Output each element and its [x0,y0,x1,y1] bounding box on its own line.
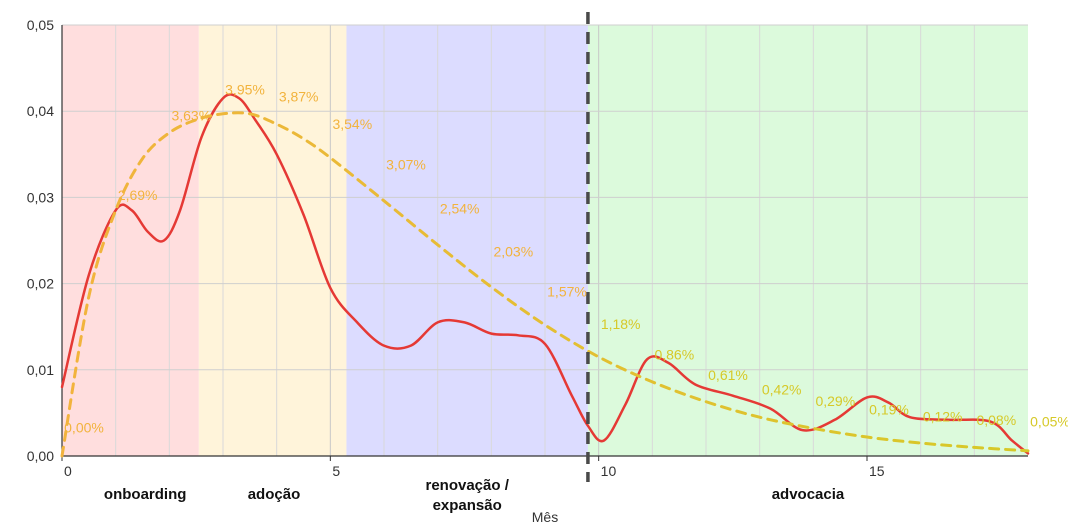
x-tick-label: 15 [869,463,885,479]
phase-label-2-line2: expansão [433,497,502,514]
y-tick-label: 0,01 [27,362,54,378]
phase-band-1 [198,25,347,456]
data-label: 0,19% [869,401,909,417]
x-axis-title: Mês [532,509,558,525]
axes: 0,00 0,01 0,02 0,03 0,04 0,05 0 5 10 15 [27,17,1028,479]
y-tick-label: 0,03 [27,189,54,205]
data-label: 0,12% [923,408,963,424]
data-label: 2,03% [493,244,533,260]
data-label: 1,18% [601,316,641,332]
data-label: 3,87% [279,89,319,105]
data-label: 0,00% [64,420,104,436]
phase-band-2 [346,25,588,456]
phase-labels: onboarding adoção renovação / expansão advoc… [104,477,845,514]
series [60,12,1030,482]
data-label: 3,54% [332,116,372,132]
y-tick-label: 0,00 [27,448,54,464]
data-label: 3,95% [225,82,265,98]
data-label: 0,29% [815,393,855,409]
y-tick-label: 0,04 [27,103,54,119]
dashed-series-line [60,111,1030,458]
phase-band-0 [62,25,199,456]
phase-label-0: onboarding [104,486,187,503]
data-label: 0,08% [976,412,1016,428]
phase-label-1: adoção [248,486,301,503]
data-label: 3,63% [171,108,211,124]
x-tick-label: 10 [601,463,617,479]
y-tick-label: 0,05 [27,17,54,33]
data-label: 3,07% [386,157,426,173]
data-label: 0,86% [654,346,694,362]
phase-label-3: advocacia [772,486,845,503]
y-tick-label: 0,02 [27,276,54,292]
phase-band-3 [587,25,1028,456]
x-tick-label: 0 [64,463,72,479]
data-labels: 0,00% 2,69% 3,63% 3,95% 3,87% 3,54% 3,07% 2,54%… [64,82,1068,436]
data-label: 1,57% [547,283,587,299]
phase-label-2-line1: renovação / [425,477,509,494]
grid [62,24,1028,456]
solid-series-line [60,93,1030,455]
data-label: 0,42% [762,382,802,398]
data-label: 2,54% [440,201,480,217]
data-label: 0,05% [1030,414,1068,430]
data-label: 2,69% [118,187,158,203]
data-label: 0,61% [708,367,748,383]
x-tick-label: 5 [332,463,340,479]
